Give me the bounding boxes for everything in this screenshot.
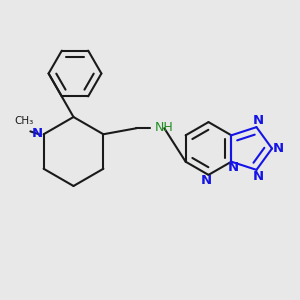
Text: N: N	[200, 174, 212, 187]
Text: CH₃: CH₃	[15, 116, 34, 126]
Text: N: N	[253, 114, 264, 128]
Text: N: N	[32, 127, 43, 140]
Text: NH: NH	[154, 121, 173, 134]
Text: N: N	[228, 160, 239, 174]
Text: N: N	[273, 142, 284, 155]
Text: N: N	[253, 169, 264, 183]
